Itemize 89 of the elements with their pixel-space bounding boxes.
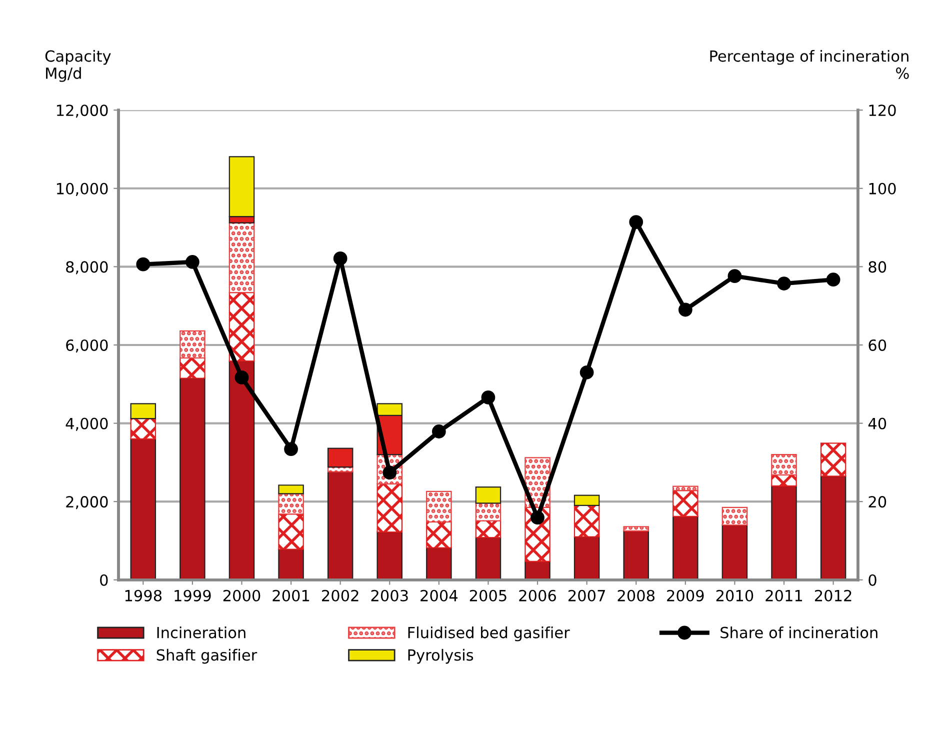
x-tick-label: 2000 [223, 590, 260, 602]
bar [278, 514, 304, 550]
bar [180, 357, 206, 379]
x-tick-label: 2008 [618, 590, 655, 602]
y-tick-label: 0 [100, 574, 108, 586]
bar [820, 476, 846, 580]
y2-tick-label: 120 [869, 104, 896, 116]
bar [672, 490, 698, 517]
bar [475, 486, 502, 504]
point [136, 257, 150, 272]
x-tick-label: 1998 [125, 590, 162, 602]
bar [327, 471, 354, 580]
x-tick-label: 2001 [272, 590, 310, 602]
bar [376, 532, 403, 580]
y2-tick-label: 60 [868, 339, 886, 351]
bar [771, 454, 797, 476]
bar [820, 442, 846, 477]
point [432, 424, 446, 438]
point [333, 252, 348, 266]
bar [180, 378, 206, 580]
bar [426, 490, 452, 522]
legend-label: Incineration [157, 626, 246, 638]
point [481, 390, 496, 404]
legend-label: Shaft gasifier [156, 648, 258, 664]
bar [771, 474, 797, 486]
bar [574, 494, 600, 506]
bar [722, 506, 748, 526]
x-tick-label: 2006 [519, 590, 556, 602]
point [777, 276, 791, 290]
legend-label: Pyrolysis [408, 648, 474, 664]
x-tick-label: 2009 [667, 590, 704, 602]
y-tick-label: 8,000 [66, 261, 108, 274]
y2-tick-label: 100 [869, 182, 896, 194]
y2-tick-label: 0 [868, 574, 876, 586]
bar [180, 330, 206, 358]
y-tick-label: 10,000 [57, 182, 108, 196]
bar [130, 403, 156, 420]
point [580, 365, 594, 380]
x-tick-label: 2011 [766, 590, 802, 602]
y-tick-label: 6,000 [66, 339, 108, 353]
legend-label: Fluidised bed gasifier [408, 626, 570, 642]
bar [426, 521, 452, 548]
legend-label: Share of incineration [720, 626, 878, 638]
point [629, 215, 644, 230]
x-tick-label: 2010 [716, 590, 754, 602]
bar [327, 448, 354, 468]
point [826, 272, 840, 287]
bar [228, 222, 255, 294]
bar [278, 484, 304, 494]
bar [376, 483, 403, 533]
bar [475, 502, 502, 522]
bar [475, 520, 502, 538]
bar [130, 438, 156, 580]
bar [623, 526, 649, 532]
y-axis-title: Capacity Mg/d [45, 50, 111, 82]
y2-tick-label: 20 [868, 496, 886, 508]
point [234, 370, 249, 384]
point [678, 302, 692, 317]
x-tick-label: 2002 [322, 590, 358, 602]
y-tick-label: 12,000 [57, 104, 108, 118]
bar [278, 548, 304, 580]
x-tick-label: 2012 [814, 590, 852, 602]
bar [771, 485, 797, 580]
y2-tick-label: 40 [868, 418, 886, 430]
y2-tick-label: 80 [868, 261, 886, 273]
bar [228, 360, 255, 580]
point [186, 255, 200, 269]
y-tick-label: 4,000 [66, 418, 108, 431]
x-tick-label: 2005 [470, 590, 506, 602]
y-tick-label: 2,000 [66, 496, 108, 510]
bar [574, 504, 600, 538]
bar [426, 547, 452, 580]
bar [475, 537, 502, 580]
point [284, 442, 298, 456]
bar [672, 516, 698, 580]
bar [228, 292, 255, 362]
point [530, 510, 544, 525]
bar [623, 530, 649, 580]
x-tick-label: 2007 [568, 590, 605, 602]
bar [278, 493, 304, 515]
bar [130, 418, 156, 440]
x-tick-label: 2003 [371, 590, 408, 602]
point [728, 269, 742, 284]
x-tick-label: 1999 [174, 590, 211, 602]
bar [672, 486, 698, 492]
bar [722, 524, 748, 580]
x-tick-label: 2004 [420, 590, 458, 602]
bar [574, 536, 600, 580]
y2-axis-title: Percentage of incineration % [710, 50, 909, 79]
